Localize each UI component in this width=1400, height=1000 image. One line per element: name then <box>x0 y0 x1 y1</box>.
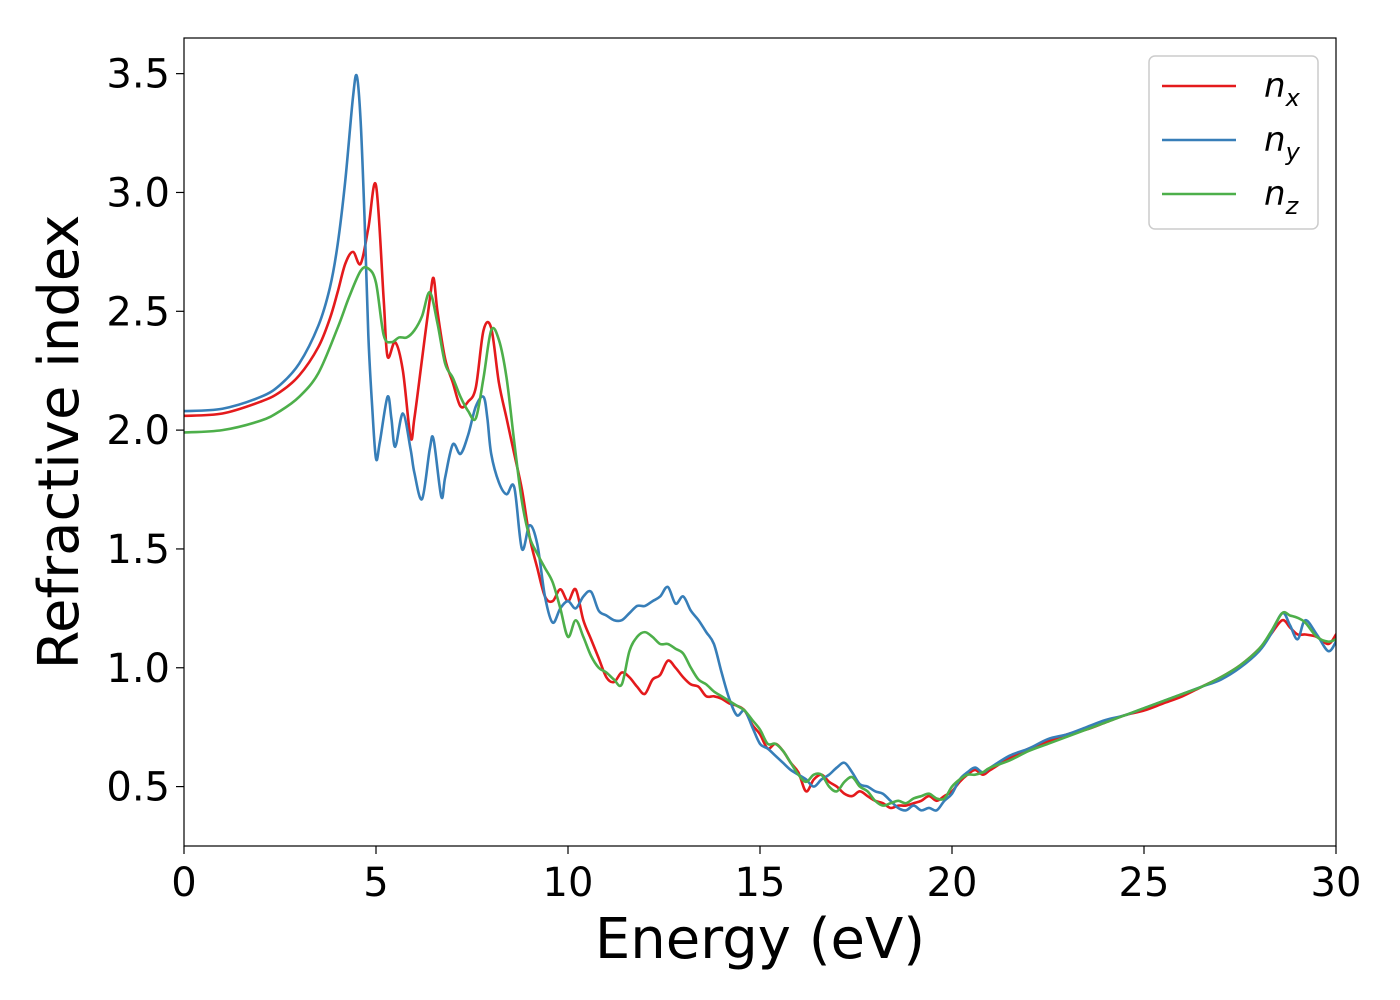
legend-label-main: n <box>1264 174 1286 214</box>
x-tick-label: 20 <box>927 860 978 906</box>
legend-label-main: n <box>1264 66 1286 106</box>
legend-label-subscript: x <box>1285 84 1301 112</box>
series-line-z <box>184 265 1336 807</box>
series-layer <box>184 73 1336 812</box>
x-tick-label: 15 <box>735 860 786 906</box>
x-tick-label: 5 <box>363 860 388 906</box>
legend-label-z: nz <box>1264 174 1300 220</box>
series-line-x <box>184 181 1336 810</box>
y-axis-title: Refractive index <box>27 215 92 670</box>
y-tick-label: 2.0 <box>106 408 170 454</box>
y-tick-label: 1.5 <box>106 527 170 573</box>
y-axis: 0.5 1.0 1.5 2.0 2.5 3.0 3.5 <box>106 52 184 811</box>
y-tick-label: 3.5 <box>106 52 170 98</box>
legend-label-x: nx <box>1264 66 1301 112</box>
legend-box <box>1148 55 1319 230</box>
x-tick-label: 25 <box>1119 860 1170 906</box>
y-tick-label: 1.0 <box>106 646 170 692</box>
y-tick-label: 2.5 <box>106 289 170 335</box>
x-tick-label: 30 <box>1311 860 1362 906</box>
x-axis: 0 5 10 15 20 25 30 <box>171 846 1361 906</box>
y-tick-label: 3.0 <box>106 170 170 216</box>
legend-label-y: ny <box>1264 120 1301 166</box>
x-axis-title: Energy (eV) <box>595 907 925 972</box>
y-tick-label: 0.5 <box>106 765 170 811</box>
legend-label-subscript: z <box>1285 192 1300 220</box>
legend-label-main: n <box>1264 120 1286 160</box>
series-line-y <box>184 73 1336 812</box>
x-tick-label: 10 <box>543 860 594 906</box>
x-tick-label: 0 <box>171 860 196 906</box>
legend-label-subscript: y <box>1285 138 1301 166</box>
